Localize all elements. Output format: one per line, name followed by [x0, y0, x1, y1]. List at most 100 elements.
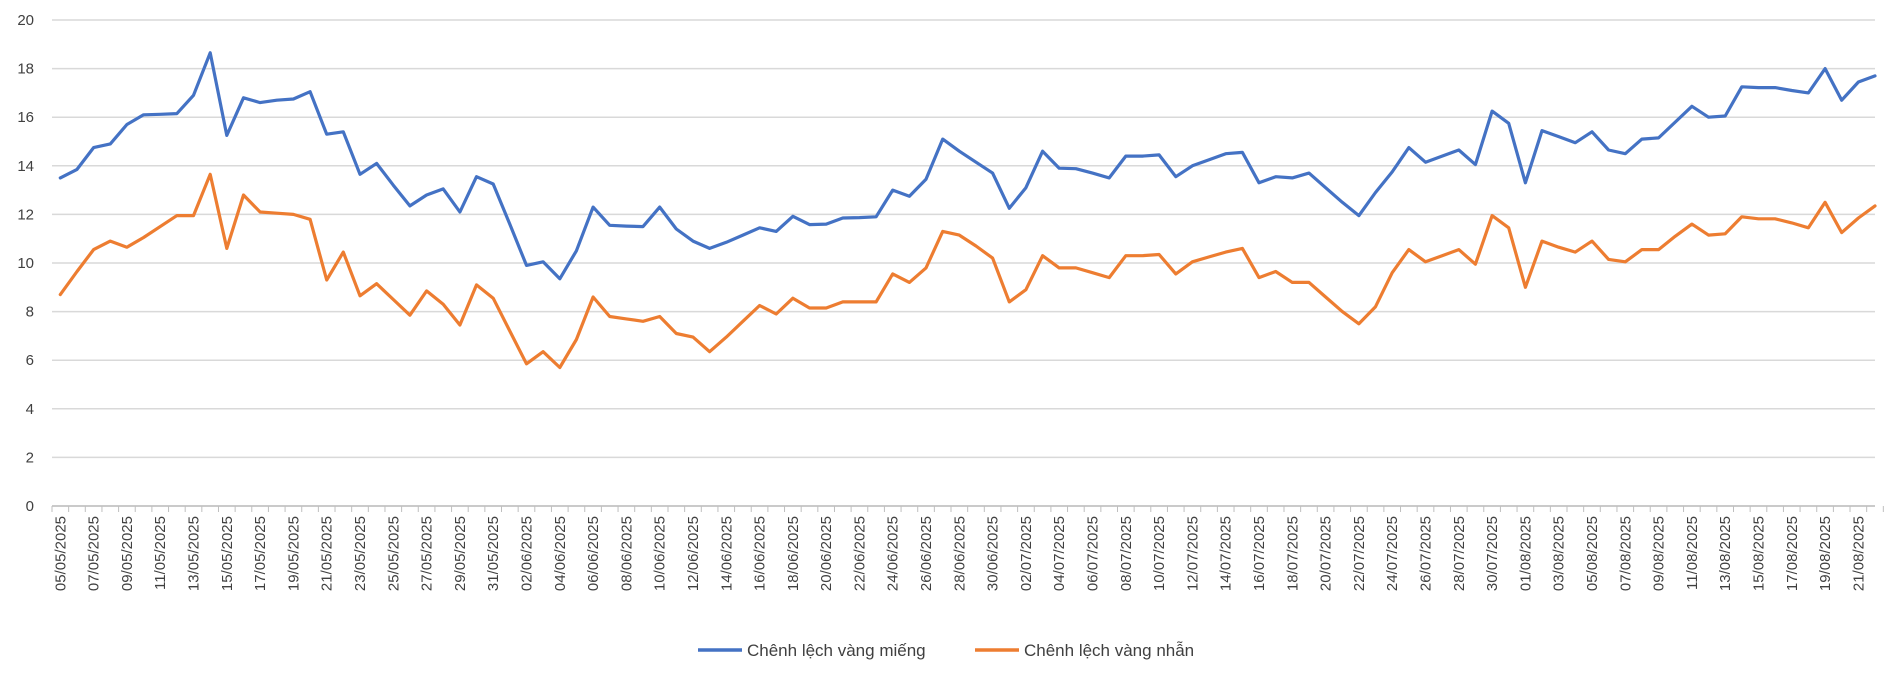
x-tick-label: 13/05/2025 [186, 516, 203, 591]
data-point [1307, 171, 1311, 175]
data-point [1274, 270, 1278, 274]
data-point [574, 338, 578, 342]
data-point [1490, 109, 1494, 113]
data-point [624, 224, 628, 228]
x-tick-label: 30/07/2025 [1484, 516, 1501, 591]
data-point [58, 176, 62, 180]
x-tick-label: 05/05/2025 [52, 516, 69, 591]
data-point [125, 122, 129, 126]
data-point [724, 335, 728, 339]
data-point [1240, 246, 1244, 250]
data-point [258, 210, 262, 214]
data-point [1124, 154, 1128, 158]
data-point [1007, 300, 1011, 304]
data-point [558, 365, 562, 369]
data-point [1557, 135, 1561, 139]
data-point [475, 175, 479, 179]
data-point [957, 233, 961, 237]
data-point [341, 250, 345, 254]
data-point [1873, 204, 1877, 208]
data-point [941, 137, 945, 141]
data-point [1790, 88, 1794, 92]
data-point [658, 205, 662, 209]
x-tick-label: 29/05/2025 [452, 516, 469, 591]
data-point [58, 293, 62, 297]
x-tick-label: 10/07/2025 [1151, 516, 1168, 591]
data-point [1806, 226, 1810, 230]
gridlines [52, 19, 1875, 507]
data-point [724, 240, 728, 244]
x-tick-label: 25/05/2025 [385, 516, 402, 591]
data-point [1440, 154, 1444, 158]
data-point [1290, 280, 1294, 284]
data-point [1856, 80, 1860, 84]
data-point [774, 312, 778, 316]
data-point [125, 245, 129, 249]
data-point [1307, 280, 1311, 284]
data-point [1257, 276, 1261, 280]
x-tick-label: 12/06/2025 [685, 516, 702, 591]
data-point [1257, 181, 1261, 185]
data-point [1324, 186, 1328, 190]
data-point [425, 193, 429, 197]
y-tick-label: 18 [17, 61, 34, 78]
data-point [1823, 200, 1827, 204]
x-tick-label: 06/07/2025 [1085, 516, 1102, 591]
data-point [891, 188, 895, 192]
data-point [1607, 148, 1611, 152]
legend-label: Chênh lệch vàng nhẫn [1024, 641, 1194, 660]
data-point [375, 282, 379, 286]
data-point [1490, 214, 1494, 218]
data-point [1390, 271, 1394, 275]
data-point [1140, 154, 1144, 158]
x-tick-label: 15/05/2025 [219, 516, 236, 591]
data-point [524, 362, 528, 366]
x-tick-label: 04/07/2025 [1051, 516, 1068, 591]
data-point [841, 216, 845, 220]
data-point [358, 172, 362, 176]
data-point [258, 101, 262, 105]
data-point [1240, 150, 1244, 154]
data-point [741, 319, 745, 323]
data-point [1557, 245, 1561, 249]
y-tick-label: 0 [26, 498, 34, 515]
data-point [275, 211, 279, 215]
data-point [225, 246, 229, 250]
data-point [1357, 322, 1361, 326]
data-point [741, 233, 745, 237]
data-point [808, 223, 812, 227]
data-point [225, 133, 229, 137]
data-point [408, 313, 412, 317]
data-point [641, 225, 645, 229]
data-point [1507, 226, 1511, 230]
x-tick-label: 15/08/2025 [1750, 516, 1767, 591]
data-point [1673, 120, 1677, 124]
data-point [441, 187, 445, 191]
data-point [907, 280, 911, 284]
data-point [1207, 158, 1211, 162]
data-point [1374, 191, 1378, 195]
data-point [1190, 260, 1194, 264]
x-tick-label: 30/06/2025 [985, 516, 1002, 591]
data-point [1573, 141, 1577, 145]
data-point [192, 214, 196, 218]
x-tick-label: 26/06/2025 [918, 516, 935, 591]
data-point [208, 51, 212, 55]
data-point [1324, 295, 1328, 299]
data-point [508, 329, 512, 333]
x-tick-label: 08/07/2025 [1118, 516, 1135, 591]
data-point [241, 193, 245, 197]
data-point [1423, 260, 1427, 264]
series-line-1 [58, 172, 1877, 370]
data-point [1707, 233, 1711, 237]
data-point [175, 214, 179, 218]
data-point [1457, 248, 1461, 252]
data-point [1690, 222, 1694, 226]
data-point [591, 295, 595, 299]
data-point [924, 266, 928, 270]
data-point [1740, 85, 1744, 89]
x-tick-label: 05/08/2025 [1584, 516, 1601, 591]
data-point [691, 335, 695, 339]
data-point [158, 112, 162, 116]
data-point [175, 112, 179, 116]
